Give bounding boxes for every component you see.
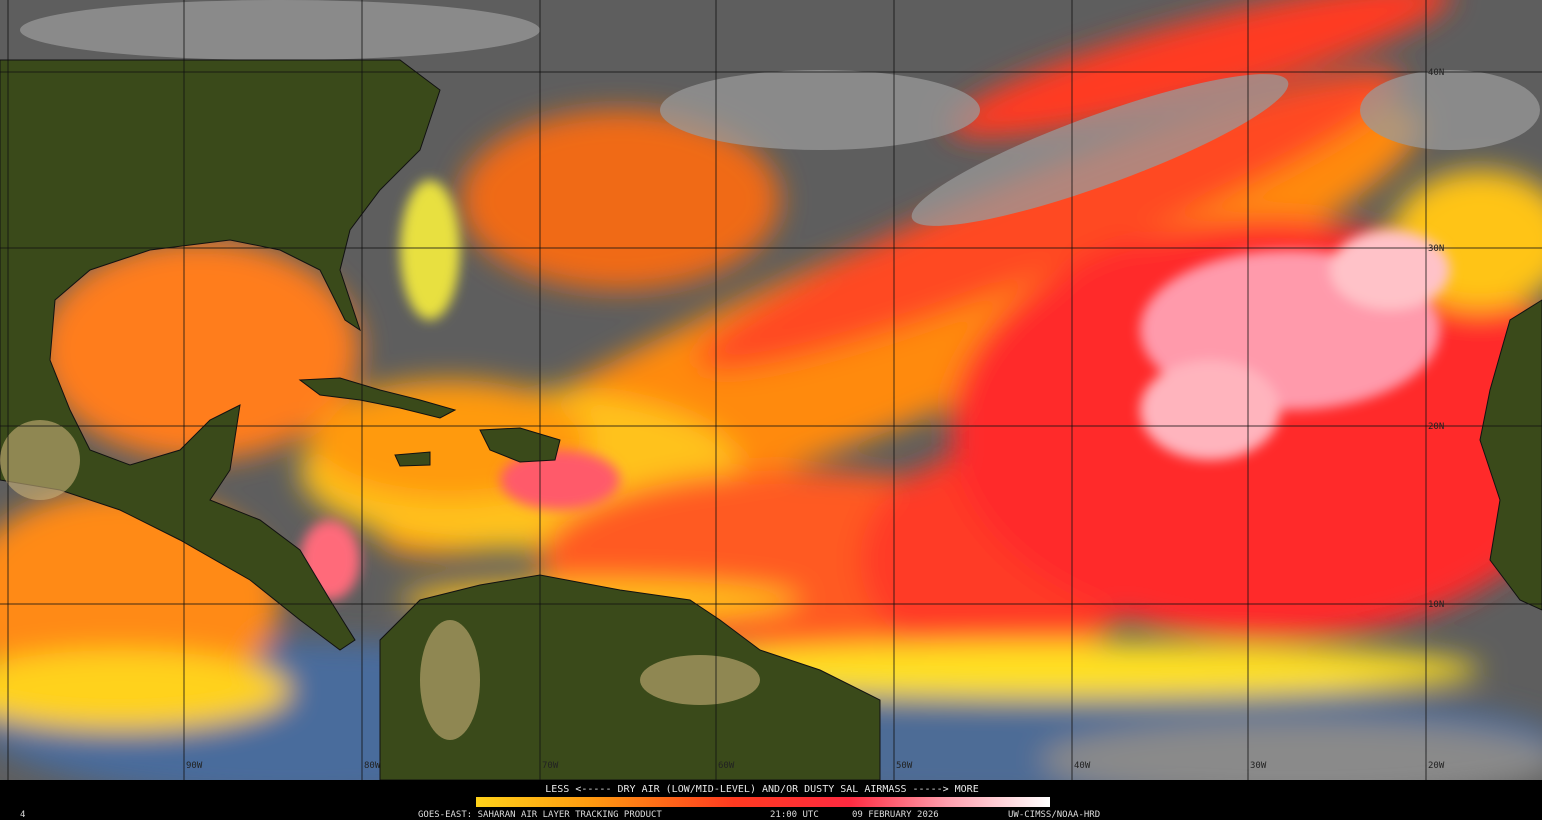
terrain (0, 420, 760, 740)
longitude-labels: 90W 80W 70W 60W 50W 40W 30W 20W (186, 761, 1445, 771)
color-bar (476, 797, 1050, 807)
latitude-label: 10N (1428, 600, 1444, 610)
longitude-label: 70W (542, 761, 559, 771)
longitude-label: 90W (186, 761, 203, 771)
longitude-label: 50W (896, 761, 913, 771)
latitude-labels: 40N 30N 20N 10N (1428, 68, 1444, 610)
product-name: GOES-EAST: SAHARAN AIR LAYER TRACKING PR… (418, 810, 662, 820)
graticule (0, 0, 1542, 780)
time: 21:00 UTC (770, 810, 819, 820)
latitude-label: 30N (1428, 244, 1444, 254)
longitude-label: 30W (1250, 761, 1267, 771)
latitude-label: 20N (1428, 422, 1444, 432)
credit: UW-CIMSS/NOAA-HRD (1008, 810, 1100, 820)
frame-number: 4 (20, 810, 25, 820)
legend-caption: LESS <----- DRY AIR (LOW/MID-LEVEL) AND/… (545, 784, 978, 795)
date: 09 FEBRUARY 2026 (852, 810, 939, 820)
longitude-label: 40W (1074, 761, 1091, 771)
latitude-label: 40N (1428, 68, 1444, 78)
longitude-label: 80W (364, 761, 381, 771)
land (0, 59, 1542, 781)
longitude-label: 60W (718, 761, 735, 771)
longitude-label: 20W (1428, 761, 1445, 771)
